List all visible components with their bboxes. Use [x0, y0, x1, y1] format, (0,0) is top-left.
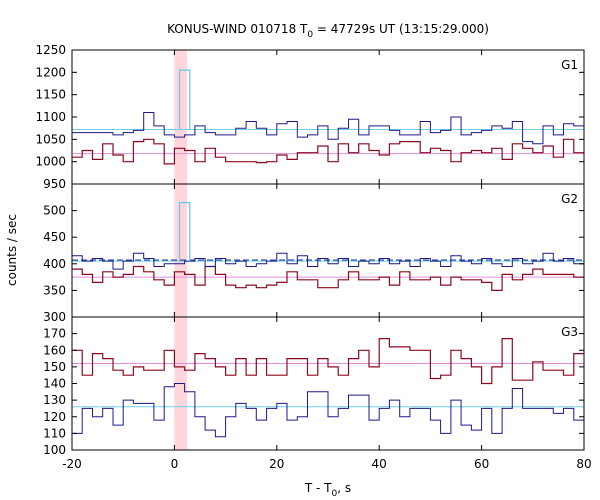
panel-g3-y-tick-label: 140	[43, 377, 66, 391]
panel-g2-frame	[71, 183, 585, 318]
panel-g1-y-tick-label: 1100	[35, 110, 66, 124]
panel-g3-frame	[71, 316, 585, 451]
panel-g1-cyan-spike	[178, 69, 191, 130]
panel-g1-frame	[71, 49, 585, 185]
panel-g3-red-series	[72, 338, 584, 385]
panel-g1-red-series	[72, 138, 584, 165]
y-axis-label: counts / sec	[5, 214, 19, 286]
x-tick-label: 40	[372, 457, 387, 471]
panel-g3-y-tick-label: 150	[43, 360, 66, 374]
panel-g3-blue-series	[72, 383, 584, 438]
panel-g3-y-tick-label: 130	[43, 393, 66, 407]
x-tick-label: -20	[62, 457, 82, 471]
panel-g1-y-tick-label: 950	[43, 177, 66, 191]
x-tick-label: 60	[474, 457, 489, 471]
panel-g3-y-tick-label: 110	[43, 426, 66, 440]
highlight-band	[174, 50, 188, 450]
plot-panels: 950100010501100115012001250G130035040045…	[35, 43, 591, 471]
panel-g1-y-tick-label: 1250	[35, 43, 66, 57]
panel-g1-y-tick-label: 1150	[35, 88, 66, 102]
panel-g2-red-series	[72, 265, 584, 291]
panel-g2-y-tick-label: 350	[43, 283, 66, 297]
x-tick-label: 20	[269, 457, 284, 471]
chart-title-subscript: 0	[307, 30, 313, 40]
panel-g2-y-tick-label: 400	[43, 257, 66, 271]
panel-g2-y-tick-label: 500	[43, 204, 66, 218]
panel-g3-y-tick-label: 120	[43, 410, 66, 424]
chart-title-suffix: = 47729s UT (13:15:29.000)	[313, 22, 489, 36]
panel-g3-y-tick-label: 160	[43, 343, 66, 357]
panel-g1-y-tick-label: 1050	[35, 132, 66, 146]
panel-g3-label: G3	[561, 325, 578, 339]
panel-g1-y-tick-label: 1200	[35, 65, 66, 79]
panel-g2-y-tick-label: 450	[43, 230, 66, 244]
panel-g2-cyan-spike	[178, 202, 191, 262]
panel-g1-label: G1	[561, 58, 578, 72]
x-axis-label-main: T - T	[304, 481, 332, 495]
panel-g2-blue-series	[72, 252, 584, 270]
x-tick-label: 80	[576, 457, 591, 471]
panel-g3-y-tick-label: 100	[43, 443, 66, 457]
x-axis-label-suffix: , s	[337, 481, 351, 495]
panel-g1-blue-series	[72, 112, 584, 145]
panel-g1-y-tick-label: 1000	[35, 155, 66, 169]
x-axis-label-subscript: 0	[332, 489, 338, 499]
x-axis-label: T - T0, s	[304, 481, 351, 499]
chart-title-prefix: KONUS-WIND 010718 T	[167, 22, 308, 36]
panel-g2-y-tick-label: 300	[43, 310, 66, 324]
panel-g2-label: G2	[561, 192, 578, 206]
x-tick-label: 0	[171, 457, 179, 471]
chart-title: KONUS-WIND 010718 T0 = 47729s UT (13:15:…	[167, 22, 489, 40]
panel-g3-y-tick-label: 170	[43, 327, 66, 341]
